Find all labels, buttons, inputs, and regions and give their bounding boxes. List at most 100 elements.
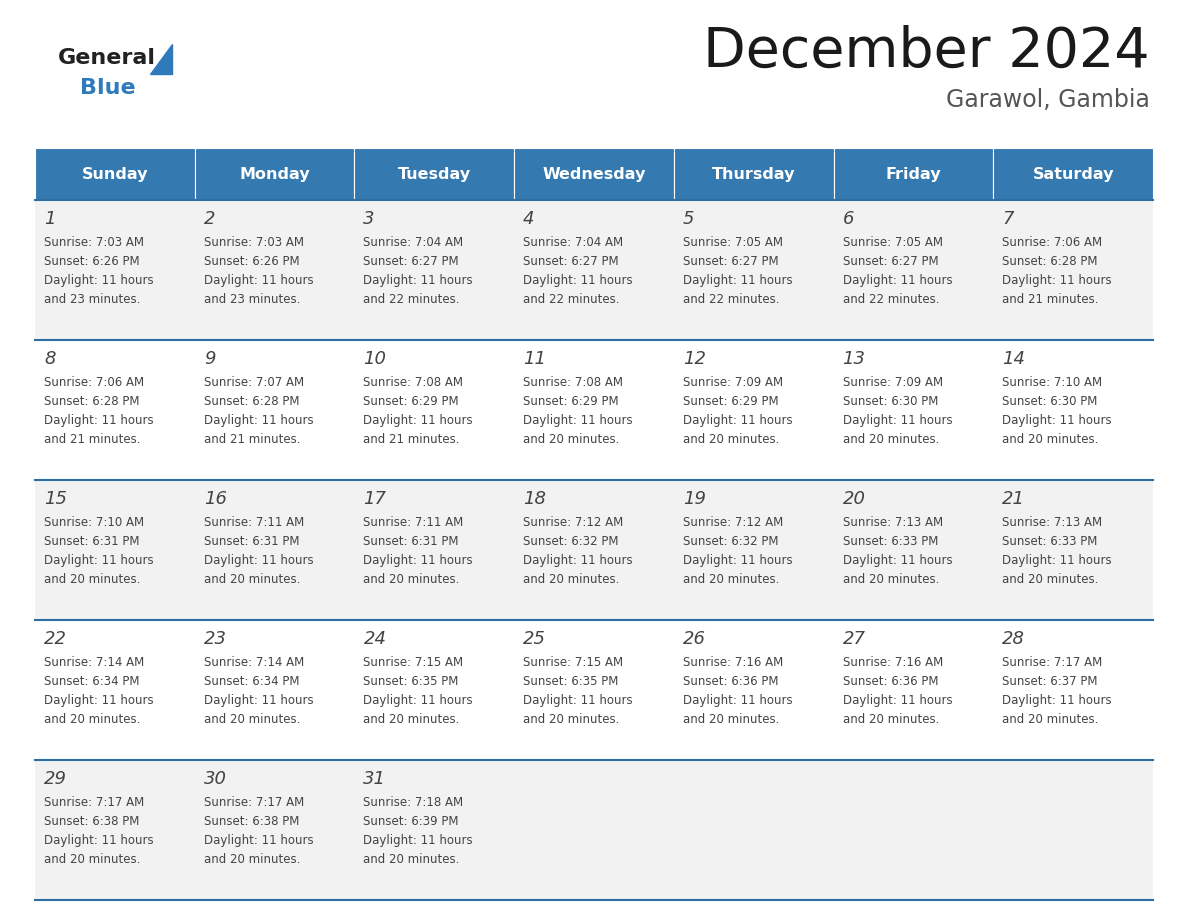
Text: and 23 minutes.: and 23 minutes. [44, 293, 140, 306]
Text: Daylight: 11 hours: Daylight: 11 hours [842, 274, 953, 287]
Text: 4: 4 [523, 210, 535, 228]
Text: and 20 minutes.: and 20 minutes. [364, 853, 460, 866]
Text: 15: 15 [44, 490, 67, 508]
Text: Sunrise: 7:09 AM: Sunrise: 7:09 AM [842, 376, 943, 389]
Text: Daylight: 11 hours: Daylight: 11 hours [683, 414, 792, 427]
Text: 7: 7 [1003, 210, 1013, 228]
Text: December 2024: December 2024 [703, 25, 1150, 79]
Text: Monday: Monday [239, 166, 310, 182]
Text: Daylight: 11 hours: Daylight: 11 hours [44, 694, 153, 707]
Text: Daylight: 11 hours: Daylight: 11 hours [683, 694, 792, 707]
Text: Sunset: 6:33 PM: Sunset: 6:33 PM [1003, 535, 1098, 548]
Text: Sunrise: 7:06 AM: Sunrise: 7:06 AM [1003, 236, 1102, 249]
Text: Sunrise: 7:14 AM: Sunrise: 7:14 AM [203, 656, 304, 669]
Text: Daylight: 11 hours: Daylight: 11 hours [364, 554, 473, 567]
Text: Sunrise: 7:07 AM: Sunrise: 7:07 AM [203, 376, 304, 389]
Text: Daylight: 11 hours: Daylight: 11 hours [523, 554, 633, 567]
Text: Sunset: 6:27 PM: Sunset: 6:27 PM [523, 255, 619, 268]
Text: Sunset: 6:33 PM: Sunset: 6:33 PM [842, 535, 939, 548]
Text: and 21 minutes.: and 21 minutes. [364, 433, 460, 446]
Text: Daylight: 11 hours: Daylight: 11 hours [364, 274, 473, 287]
Text: Sunset: 6:29 PM: Sunset: 6:29 PM [523, 395, 619, 408]
Text: Sunrise: 7:14 AM: Sunrise: 7:14 AM [44, 656, 144, 669]
Text: Sunset: 6:27 PM: Sunset: 6:27 PM [683, 255, 778, 268]
Bar [195, 148, 354, 200]
Text: and 22 minutes.: and 22 minutes. [523, 293, 620, 306]
Text: 18: 18 [523, 490, 546, 508]
Text: 10: 10 [364, 350, 386, 368]
Text: 8: 8 [44, 350, 56, 368]
Text: Sunset: 6:35 PM: Sunset: 6:35 PM [523, 675, 619, 688]
Text: Sunrise: 7:09 AM: Sunrise: 7:09 AM [683, 376, 783, 389]
Text: Sunset: 6:31 PM: Sunset: 6:31 PM [44, 535, 139, 548]
Text: Daylight: 11 hours: Daylight: 11 hours [523, 414, 633, 427]
Text: Garawol, Gambia: Garawol, Gambia [946, 88, 1150, 112]
Text: and 20 minutes.: and 20 minutes. [842, 433, 939, 446]
Text: Tuesday: Tuesday [398, 166, 470, 182]
Text: and 22 minutes.: and 22 minutes. [364, 293, 460, 306]
Text: Daylight: 11 hours: Daylight: 11 hours [842, 414, 953, 427]
Text: 29: 29 [44, 770, 67, 788]
Text: Sunrise: 7:17 AM: Sunrise: 7:17 AM [1003, 656, 1102, 669]
Text: Sunset: 6:34 PM: Sunset: 6:34 PM [203, 675, 299, 688]
Text: Daylight: 11 hours: Daylight: 11 hours [523, 274, 633, 287]
Text: and 20 minutes.: and 20 minutes. [523, 713, 619, 726]
Text: 22: 22 [44, 630, 67, 648]
Text: 2: 2 [203, 210, 215, 228]
Text: Sunrise: 7:05 AM: Sunrise: 7:05 AM [683, 236, 783, 249]
Text: Sunrise: 7:08 AM: Sunrise: 7:08 AM [523, 376, 624, 389]
Text: 30: 30 [203, 770, 227, 788]
Bar [34, 620, 1154, 760]
Text: Sunset: 6:30 PM: Sunset: 6:30 PM [1003, 395, 1098, 408]
Bar [34, 480, 1154, 620]
Text: and 20 minutes.: and 20 minutes. [44, 853, 140, 866]
Text: Sunset: 6:27 PM: Sunset: 6:27 PM [364, 255, 459, 268]
Text: 31: 31 [364, 770, 386, 788]
Bar [34, 148, 195, 200]
Text: Daylight: 11 hours: Daylight: 11 hours [1003, 414, 1112, 427]
Text: Sunrise: 7:04 AM: Sunrise: 7:04 AM [523, 236, 624, 249]
Text: and 22 minutes.: and 22 minutes. [683, 293, 779, 306]
Text: Daylight: 11 hours: Daylight: 11 hours [44, 274, 153, 287]
Text: Sunrise: 7:17 AM: Sunrise: 7:17 AM [44, 796, 144, 809]
Text: Daylight: 11 hours: Daylight: 11 hours [1003, 694, 1112, 707]
Text: Sunset: 6:26 PM: Sunset: 6:26 PM [203, 255, 299, 268]
Text: Sunrise: 7:06 AM: Sunrise: 7:06 AM [44, 376, 144, 389]
Text: and 20 minutes.: and 20 minutes. [44, 713, 140, 726]
Text: Sunset: 6:29 PM: Sunset: 6:29 PM [364, 395, 459, 408]
Text: Sunrise: 7:17 AM: Sunrise: 7:17 AM [203, 796, 304, 809]
Text: Sunset: 6:36 PM: Sunset: 6:36 PM [842, 675, 939, 688]
Bar [993, 148, 1154, 200]
Bar [34, 760, 1154, 900]
Text: Daylight: 11 hours: Daylight: 11 hours [44, 834, 153, 847]
Text: Sunrise: 7:10 AM: Sunrise: 7:10 AM [1003, 376, 1102, 389]
Text: Daylight: 11 hours: Daylight: 11 hours [683, 274, 792, 287]
Text: Sunrise: 7:15 AM: Sunrise: 7:15 AM [523, 656, 624, 669]
Text: and 22 minutes.: and 22 minutes. [842, 293, 939, 306]
Text: and 20 minutes.: and 20 minutes. [683, 713, 779, 726]
Text: and 20 minutes.: and 20 minutes. [523, 433, 619, 446]
Text: Sunset: 6:38 PM: Sunset: 6:38 PM [44, 815, 139, 828]
Text: Sunset: 6:32 PM: Sunset: 6:32 PM [683, 535, 778, 548]
Text: Daylight: 11 hours: Daylight: 11 hours [1003, 554, 1112, 567]
Text: Sunday: Sunday [82, 166, 148, 182]
Text: Daylight: 11 hours: Daylight: 11 hours [364, 414, 473, 427]
Text: and 20 minutes.: and 20 minutes. [842, 713, 939, 726]
Text: Sunrise: 7:04 AM: Sunrise: 7:04 AM [364, 236, 463, 249]
Text: Sunset: 6:38 PM: Sunset: 6:38 PM [203, 815, 299, 828]
Text: and 20 minutes.: and 20 minutes. [1003, 573, 1099, 586]
Text: and 20 minutes.: and 20 minutes. [364, 713, 460, 726]
Text: 25: 25 [523, 630, 546, 648]
Text: Sunset: 6:26 PM: Sunset: 6:26 PM [44, 255, 140, 268]
Text: 24: 24 [364, 630, 386, 648]
Text: Daylight: 11 hours: Daylight: 11 hours [842, 694, 953, 707]
Text: 12: 12 [683, 350, 706, 368]
Text: Sunrise: 7:11 AM: Sunrise: 7:11 AM [203, 516, 304, 529]
Text: General: General [58, 48, 156, 68]
Text: Sunrise: 7:15 AM: Sunrise: 7:15 AM [364, 656, 463, 669]
Bar [34, 200, 1154, 340]
Text: Daylight: 11 hours: Daylight: 11 hours [203, 274, 314, 287]
Bar [834, 148, 993, 200]
Text: and 20 minutes.: and 20 minutes. [1003, 713, 1099, 726]
Text: Sunrise: 7:16 AM: Sunrise: 7:16 AM [683, 656, 783, 669]
